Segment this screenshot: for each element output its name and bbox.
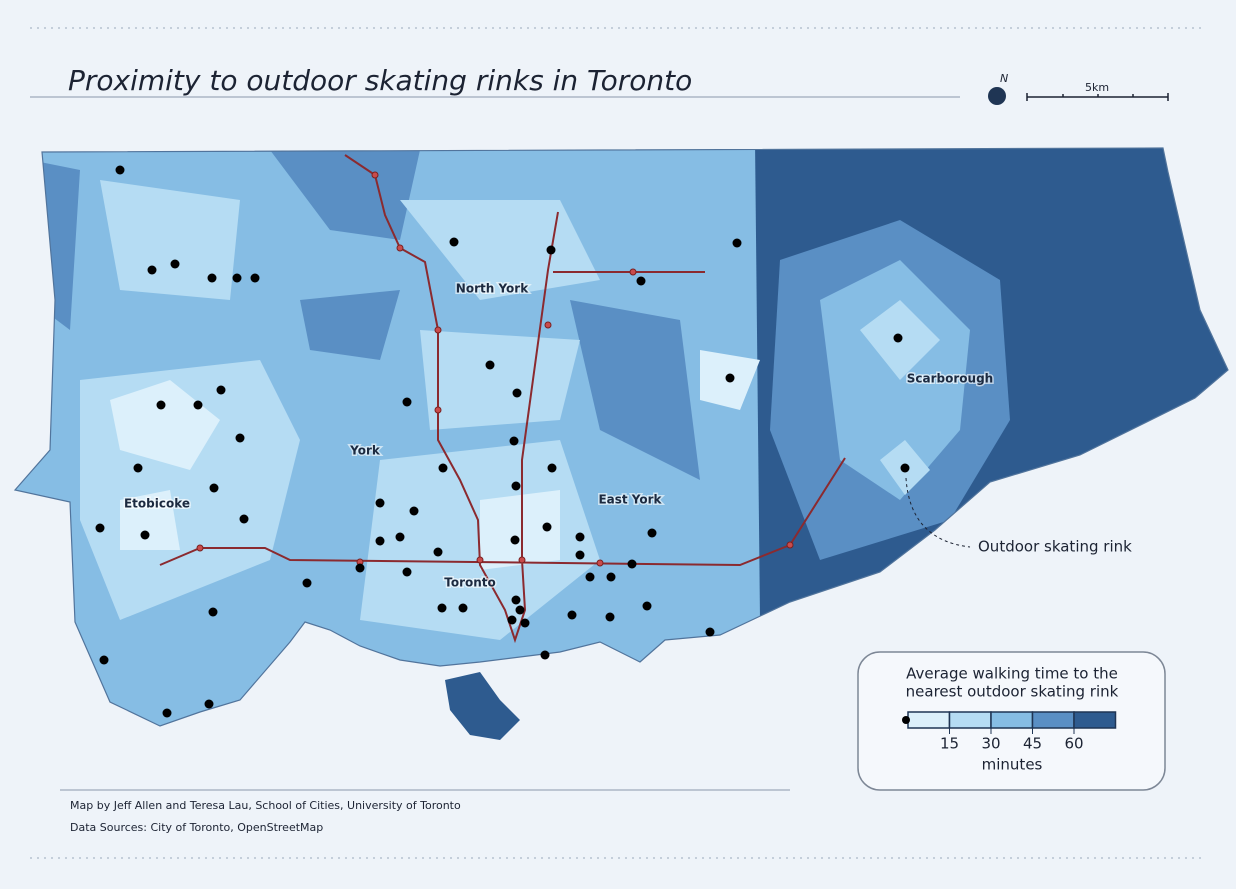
north-arrow	[988, 87, 1006, 105]
rink-dot	[647, 528, 657, 538]
rink-dot	[409, 506, 419, 516]
island	[445, 672, 520, 740]
rink-dot	[302, 578, 312, 588]
rink-dot	[515, 605, 525, 615]
rink-dot	[485, 360, 495, 370]
legend-unit: minutes	[982, 756, 1043, 774]
zone	[30, 150, 700, 480]
legend-swatch	[1031, 711, 1075, 729]
rink-dot	[402, 567, 412, 577]
rink-dot	[893, 333, 903, 343]
rink-dot	[509, 436, 519, 446]
rink-dot	[193, 400, 203, 410]
zone	[80, 180, 600, 640]
rink-dot	[239, 514, 249, 524]
rink-dot	[507, 615, 517, 625]
rink-dot	[375, 536, 385, 546]
rink-dot	[510, 535, 520, 545]
rink-dot	[900, 463, 910, 473]
rink-dot	[162, 708, 172, 718]
rink-dot	[575, 550, 585, 560]
legend-tick-label: 60	[1064, 735, 1083, 753]
rink-dot	[250, 273, 260, 283]
rinks	[95, 165, 910, 718]
annotation: Outdoor skating rink	[978, 538, 1132, 556]
rink-dot	[585, 572, 595, 582]
legend-title: Average walking time to the	[906, 665, 1118, 683]
rink-dot	[511, 481, 521, 491]
rink-dot	[375, 498, 385, 508]
rink-dot	[511, 595, 521, 605]
rink-dot	[458, 603, 468, 613]
rink-dot	[605, 612, 615, 622]
place-label: York	[349, 444, 381, 458]
rink-dot	[732, 238, 742, 248]
legend-swatch	[1073, 711, 1117, 729]
legend-tick-label: 30	[981, 735, 1000, 753]
rink-dot	[438, 463, 448, 473]
rink-dot	[156, 400, 166, 410]
legend-swatch	[948, 711, 992, 729]
rink-dot	[627, 559, 637, 569]
place-label: Toronto	[444, 576, 496, 590]
scale-label: 5km	[1085, 81, 1109, 94]
credit: Map by Jeff Allen and Teresa Lau, School…	[70, 799, 461, 812]
rink-dot	[204, 699, 214, 709]
rink-dot	[437, 603, 447, 613]
rink-dot	[140, 530, 150, 540]
place-label: Scarborough	[907, 372, 993, 386]
rink-dot	[208, 607, 218, 617]
rink-dot	[216, 385, 226, 395]
rink-dot	[636, 276, 646, 286]
place-label: East York	[598, 493, 662, 507]
legend-swatch	[990, 711, 1034, 729]
rink-dot	[546, 245, 556, 255]
rink-dot	[449, 237, 459, 247]
rink-dot	[209, 483, 219, 493]
rink-dot	[355, 563, 365, 573]
rink-dot	[115, 165, 125, 175]
legend-dot	[902, 716, 910, 724]
rink-dot	[170, 259, 180, 269]
place-label: Etobicoke	[124, 497, 190, 511]
zone	[860, 300, 940, 495]
rink-dot	[133, 463, 143, 473]
rink-dot	[520, 618, 530, 628]
legend-title: nearest outdoor skating rink	[906, 683, 1119, 701]
rink-dot	[725, 373, 735, 383]
rink-dot	[705, 627, 715, 637]
title: Proximity to outdoor skating rinks in To…	[68, 64, 692, 97]
rink-dot	[542, 522, 552, 532]
map-fill	[15, 148, 1228, 726]
rink-dot	[547, 463, 557, 473]
rink-dot	[642, 601, 652, 611]
rink-dot	[402, 397, 412, 407]
legend-tick-label: 45	[1023, 735, 1042, 753]
place-label: North York	[456, 282, 529, 296]
rink-dot	[235, 433, 245, 443]
legend-swatch	[907, 711, 951, 729]
north-label: N	[1000, 72, 1008, 85]
rink-dot	[512, 388, 522, 398]
rink-dot	[395, 532, 405, 542]
rink-dot	[433, 547, 443, 557]
rink-dot	[567, 610, 577, 620]
credit: Data Sources: City of Toronto, OpenStree…	[70, 821, 323, 834]
rink-dot	[575, 532, 585, 542]
rink-dot	[207, 273, 217, 283]
rink-dot	[232, 273, 242, 283]
scale-bar	[1026, 93, 1169, 101]
legend-tick-label: 15	[940, 735, 959, 753]
rink-dot	[99, 655, 109, 665]
rink-dot	[606, 572, 616, 582]
zone	[110, 350, 760, 570]
rink-dot	[147, 265, 157, 275]
legend-scale: 15 30 45 60	[902, 711, 1117, 753]
subway	[159, 154, 846, 644]
zone	[820, 260, 970, 500]
rink-dot	[95, 523, 105, 533]
rink-dot	[540, 650, 550, 660]
annotation-leader	[905, 477, 971, 548]
